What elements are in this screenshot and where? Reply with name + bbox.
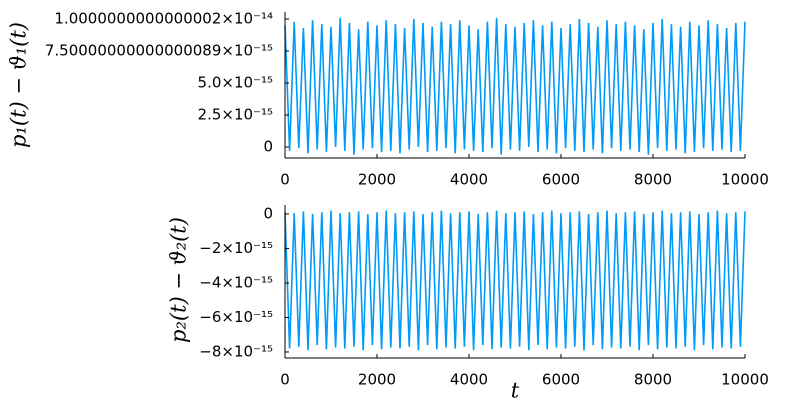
y-axis-label: p₂(t) − ϑ₂(t) (167, 217, 191, 343)
y-tick-label: −6×10⁻¹⁵ (199, 308, 273, 326)
x-tick-label: 10000 (721, 371, 769, 389)
y-axis-label: p₁(t) − ϑ₁(t) (7, 22, 31, 148)
x-tick-label: 10000 (721, 171, 769, 189)
y-tick-label: 0 (263, 137, 273, 155)
data-line (284, 17, 746, 155)
y-tick-label: −4×10⁻¹⁵ (199, 273, 273, 291)
x-tick-label: 2000 (358, 171, 396, 189)
x-tick-label: 0 (280, 171, 290, 189)
y-tick-label: −8×10⁻¹⁵ (199, 342, 273, 360)
x-tick-label: 6000 (542, 171, 580, 189)
data-line (284, 210, 746, 351)
y-tick-label: 2.5×10⁻¹⁵ (198, 106, 273, 124)
y-tick-label: 7.50000000000000089×10⁻¹⁵ (45, 42, 273, 60)
x-tick-label: 6000 (542, 371, 580, 389)
x-tick-label: 4000 (450, 371, 488, 389)
x-tick-label: 4000 (450, 171, 488, 189)
x-tick-label: 8000 (634, 371, 672, 389)
y-tick-label: −2×10⁻¹⁵ (199, 239, 273, 257)
y-tick-label: 5.0×10⁻¹⁵ (198, 74, 273, 92)
y-tick-label: 1.0000000000000002×10⁻¹⁴ (54, 10, 273, 28)
x-tick-label: 2000 (358, 371, 396, 389)
x-tick-label: 8000 (634, 171, 672, 189)
x-axis-label: t (511, 379, 520, 400)
x-tick-label: 0 (280, 371, 290, 389)
y-tick-label: 0 (263, 204, 273, 222)
